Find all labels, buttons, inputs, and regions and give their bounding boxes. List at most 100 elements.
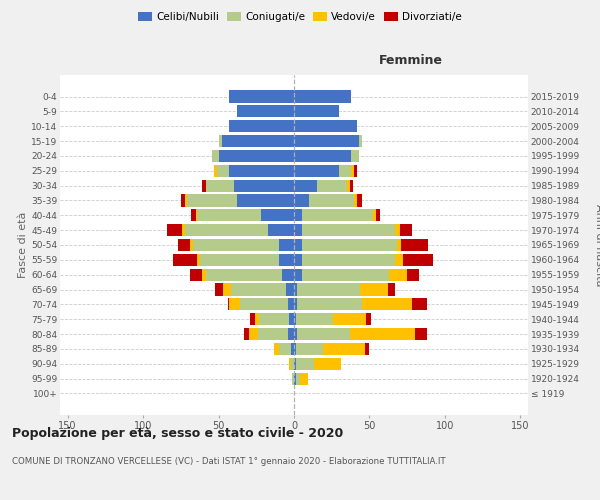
- Bar: [294, 120, 358, 132]
- Bar: [358, 194, 362, 206]
- Bar: [294, 164, 339, 177]
- Bar: [294, 135, 359, 147]
- Bar: [215, 284, 223, 296]
- Bar: [302, 268, 389, 281]
- Bar: [297, 284, 361, 296]
- Bar: [302, 209, 373, 222]
- Bar: [236, 194, 294, 206]
- Bar: [362, 298, 412, 310]
- Bar: [206, 180, 233, 192]
- Bar: [395, 224, 400, 236]
- Bar: [400, 224, 412, 236]
- Bar: [255, 313, 259, 326]
- Bar: [296, 313, 333, 326]
- Bar: [297, 298, 362, 310]
- Bar: [294, 268, 302, 281]
- Bar: [289, 358, 291, 370]
- Bar: [294, 239, 302, 251]
- Bar: [239, 298, 288, 310]
- Bar: [197, 254, 200, 266]
- Bar: [185, 224, 268, 236]
- Bar: [279, 254, 294, 266]
- Bar: [294, 180, 317, 192]
- Bar: [178, 239, 190, 251]
- Bar: [389, 268, 407, 281]
- Text: Femmine: Femmine: [379, 54, 443, 66]
- Bar: [294, 298, 297, 310]
- Bar: [190, 268, 202, 281]
- Bar: [367, 313, 371, 326]
- Bar: [397, 239, 401, 251]
- Bar: [291, 343, 294, 355]
- Bar: [292, 372, 294, 384]
- Bar: [294, 284, 297, 296]
- Bar: [373, 209, 376, 222]
- Bar: [221, 135, 294, 147]
- Bar: [229, 90, 294, 102]
- Bar: [187, 194, 236, 206]
- Bar: [355, 164, 358, 177]
- Bar: [339, 164, 352, 177]
- Bar: [218, 135, 221, 147]
- Bar: [333, 313, 367, 326]
- Bar: [296, 343, 323, 355]
- Bar: [229, 298, 239, 310]
- Bar: [294, 90, 352, 102]
- Bar: [302, 239, 397, 251]
- Bar: [309, 194, 355, 206]
- Bar: [202, 180, 206, 192]
- Bar: [352, 164, 355, 177]
- Bar: [236, 106, 294, 118]
- Bar: [229, 164, 294, 177]
- Bar: [230, 284, 286, 296]
- Bar: [274, 343, 279, 355]
- Bar: [294, 358, 296, 370]
- Bar: [191, 209, 196, 222]
- Bar: [206, 268, 282, 281]
- Bar: [388, 284, 395, 296]
- Bar: [294, 313, 296, 326]
- Bar: [350, 328, 415, 340]
- Bar: [395, 254, 403, 266]
- Bar: [294, 209, 302, 222]
- Bar: [181, 194, 185, 206]
- Bar: [296, 372, 300, 384]
- Bar: [214, 164, 217, 177]
- Bar: [268, 224, 294, 236]
- Bar: [229, 120, 294, 132]
- Bar: [294, 224, 302, 236]
- Bar: [294, 372, 296, 384]
- Bar: [196, 209, 197, 222]
- Bar: [376, 209, 380, 222]
- Bar: [217, 164, 229, 177]
- Bar: [355, 194, 358, 206]
- Bar: [200, 254, 279, 266]
- Y-axis label: Anni di nascita: Anni di nascita: [594, 204, 600, 286]
- Bar: [294, 343, 296, 355]
- Bar: [223, 284, 230, 296]
- Bar: [279, 239, 294, 251]
- Bar: [173, 254, 197, 266]
- Bar: [249, 328, 258, 340]
- Bar: [197, 209, 261, 222]
- Bar: [244, 328, 249, 340]
- Bar: [294, 328, 297, 340]
- Bar: [401, 239, 428, 251]
- Bar: [288, 328, 294, 340]
- Bar: [250, 313, 255, 326]
- Bar: [294, 150, 352, 162]
- Bar: [218, 150, 294, 162]
- Y-axis label: Fasce di età: Fasce di età: [18, 212, 28, 278]
- Bar: [193, 239, 279, 251]
- Bar: [365, 343, 370, 355]
- Bar: [289, 313, 294, 326]
- Bar: [202, 268, 206, 281]
- Text: Popolazione per età, sesso e stato civile - 2020: Popolazione per età, sesso e stato civil…: [12, 428, 343, 440]
- Bar: [279, 343, 291, 355]
- Bar: [317, 180, 347, 192]
- Bar: [261, 209, 294, 222]
- Bar: [258, 328, 288, 340]
- Bar: [294, 254, 302, 266]
- Text: COMUNE DI TRONZANO VERCELLESE (VC) - Dati ISTAT 1° gennaio 2020 - Elaborazione T: COMUNE DI TRONZANO VERCELLESE (VC) - Dat…: [12, 458, 446, 466]
- Bar: [227, 298, 229, 310]
